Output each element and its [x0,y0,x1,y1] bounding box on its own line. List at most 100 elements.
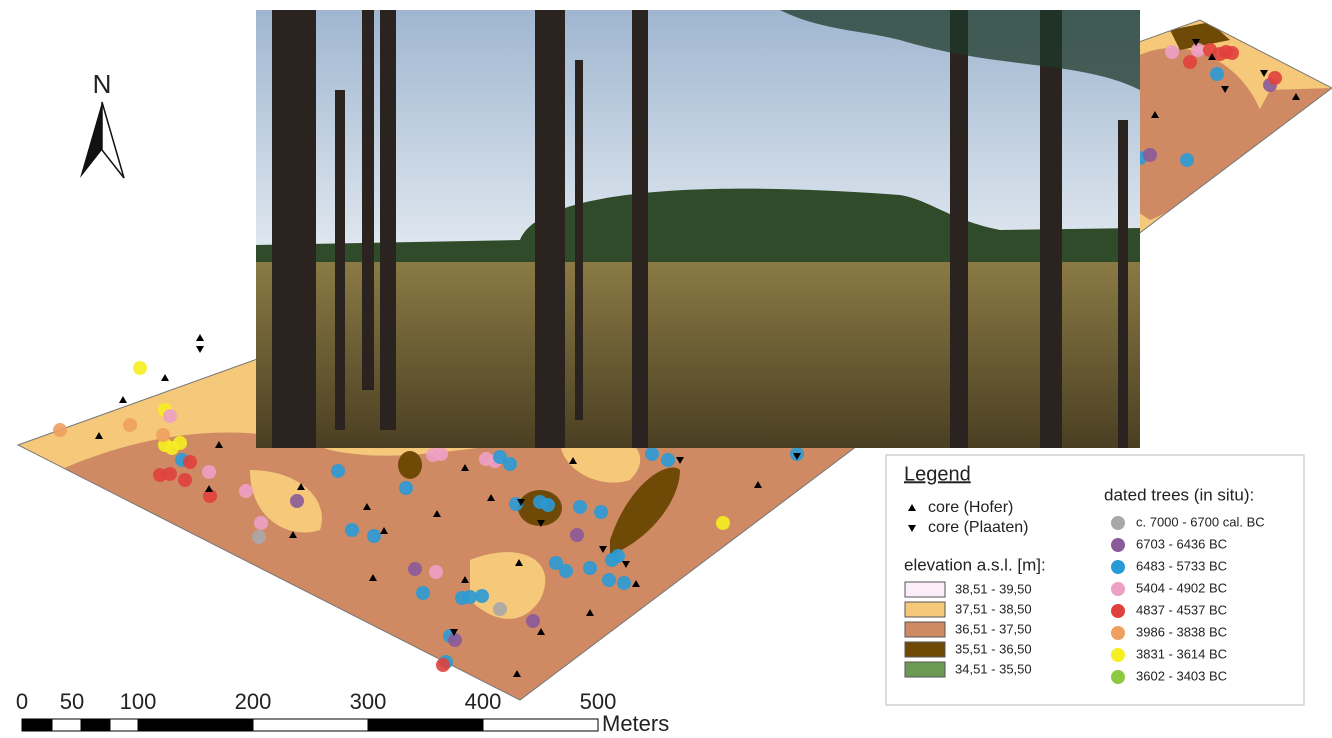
tree-site [252,530,266,544]
tree-site [716,516,730,530]
core-hofer [1292,93,1300,100]
tree-site [1180,153,1194,167]
legend-label: 36,51 - 37,50 [955,621,1032,636]
tree-site [605,553,619,567]
tree-site [416,586,430,600]
scale-segment [21,718,53,732]
legend-dot [1111,560,1125,574]
scale-unit: Meters [602,711,669,736]
site-photo [256,10,1140,448]
legend-label: 34,51 - 35,50 [955,661,1032,676]
legend-label: 38,51 - 39,50 [955,581,1032,596]
core-plaaten [676,457,684,464]
core-plaaten [517,499,525,506]
tree-site [570,528,584,542]
core-plaaten [1221,86,1229,93]
tree-site [475,589,489,603]
tree-site [493,450,507,464]
tree-site [133,361,147,375]
core-hofer [513,670,521,677]
core-hofer [289,531,297,538]
core-hofer [196,334,204,341]
legend-swatch [904,581,946,598]
tree-site [203,489,217,503]
legend-label: 37,51 - 38,50 [955,601,1032,616]
legend-label: 3602 - 3403 BC [1136,668,1227,683]
core-hofer [461,576,469,583]
tree-site [178,473,192,487]
core-hofer [515,559,523,566]
legend-label: 35,51 - 36,50 [955,641,1032,656]
core-hofer [297,483,305,490]
tree-site [173,436,187,450]
legend-label: c. 7000 - 6700 cal. BC [1136,514,1265,529]
scale-segment [252,718,369,732]
tree-site [594,505,608,519]
tree-site [1143,148,1157,162]
legend-label: 6703 - 6436 BC [1136,536,1227,551]
tree-site [290,494,304,508]
tree-site [526,614,540,628]
tree-site [429,565,443,579]
tree-site [183,455,197,469]
legend-label: 6483 - 5733 BC [1136,558,1227,573]
core-hofer [1208,53,1216,60]
scale-label: 0 [16,689,28,714]
tree-site [617,576,631,590]
legend-swatch [904,601,946,618]
tree-site [549,556,563,570]
tree-site [436,658,450,672]
legend-label: 5404 - 4902 BC [1136,580,1227,595]
legend-swatch [904,661,946,678]
core-hofer [95,432,103,439]
core-hofer [569,457,577,464]
tree-site [1210,67,1224,81]
core-hofer [908,504,916,511]
legend-dot [1111,648,1125,662]
tree-site [493,602,507,616]
tree-site [1165,45,1179,59]
tree-site [573,500,587,514]
legend: Legend elevation a.s.l. [m]: dated trees… [885,454,1305,706]
core-hofer [369,574,377,581]
tree-site [645,447,659,461]
scale-segment [51,718,82,732]
scale-label: 400 [465,689,502,714]
tree-site [345,523,359,537]
tree-site [53,423,67,437]
core-hofer [119,396,127,403]
trees-title: dated trees (in situ): [1104,485,1254,504]
scale-label: 100 [120,689,157,714]
tree-site [541,498,555,512]
core-plaaten [793,453,801,460]
tree-site [1268,71,1282,85]
legend-title: Legend [904,463,971,485]
tree-site [503,457,517,471]
legend-label: 3986 - 3838 BC [1136,624,1227,639]
tree-site [202,465,216,479]
scale-label: 500 [580,689,617,714]
legend-label: 3831 - 3614 BC [1136,646,1227,661]
scale-segment [109,718,139,732]
core-plaaten [537,520,545,527]
core-plaaten [1260,70,1268,77]
tree-site [602,573,616,587]
core-hofer [380,527,388,534]
core-hofer [215,441,223,448]
core-hofer [433,510,441,517]
elevation-title: elevation a.s.l. [m]: [904,555,1046,574]
scale-segment [367,718,484,732]
tree-site [448,633,462,647]
core-hofer [461,464,469,471]
north-label: N [93,69,112,99]
core-hofer [754,481,762,488]
core-plaaten [196,346,204,353]
legend-label: core (Plaaten) [928,519,1029,536]
legend-dot [1111,516,1125,530]
north-arrow: N [80,69,125,179]
tree-site [661,453,675,467]
tree-site [408,562,422,576]
core-hofer [586,609,594,616]
legend-dot [1111,626,1125,640]
